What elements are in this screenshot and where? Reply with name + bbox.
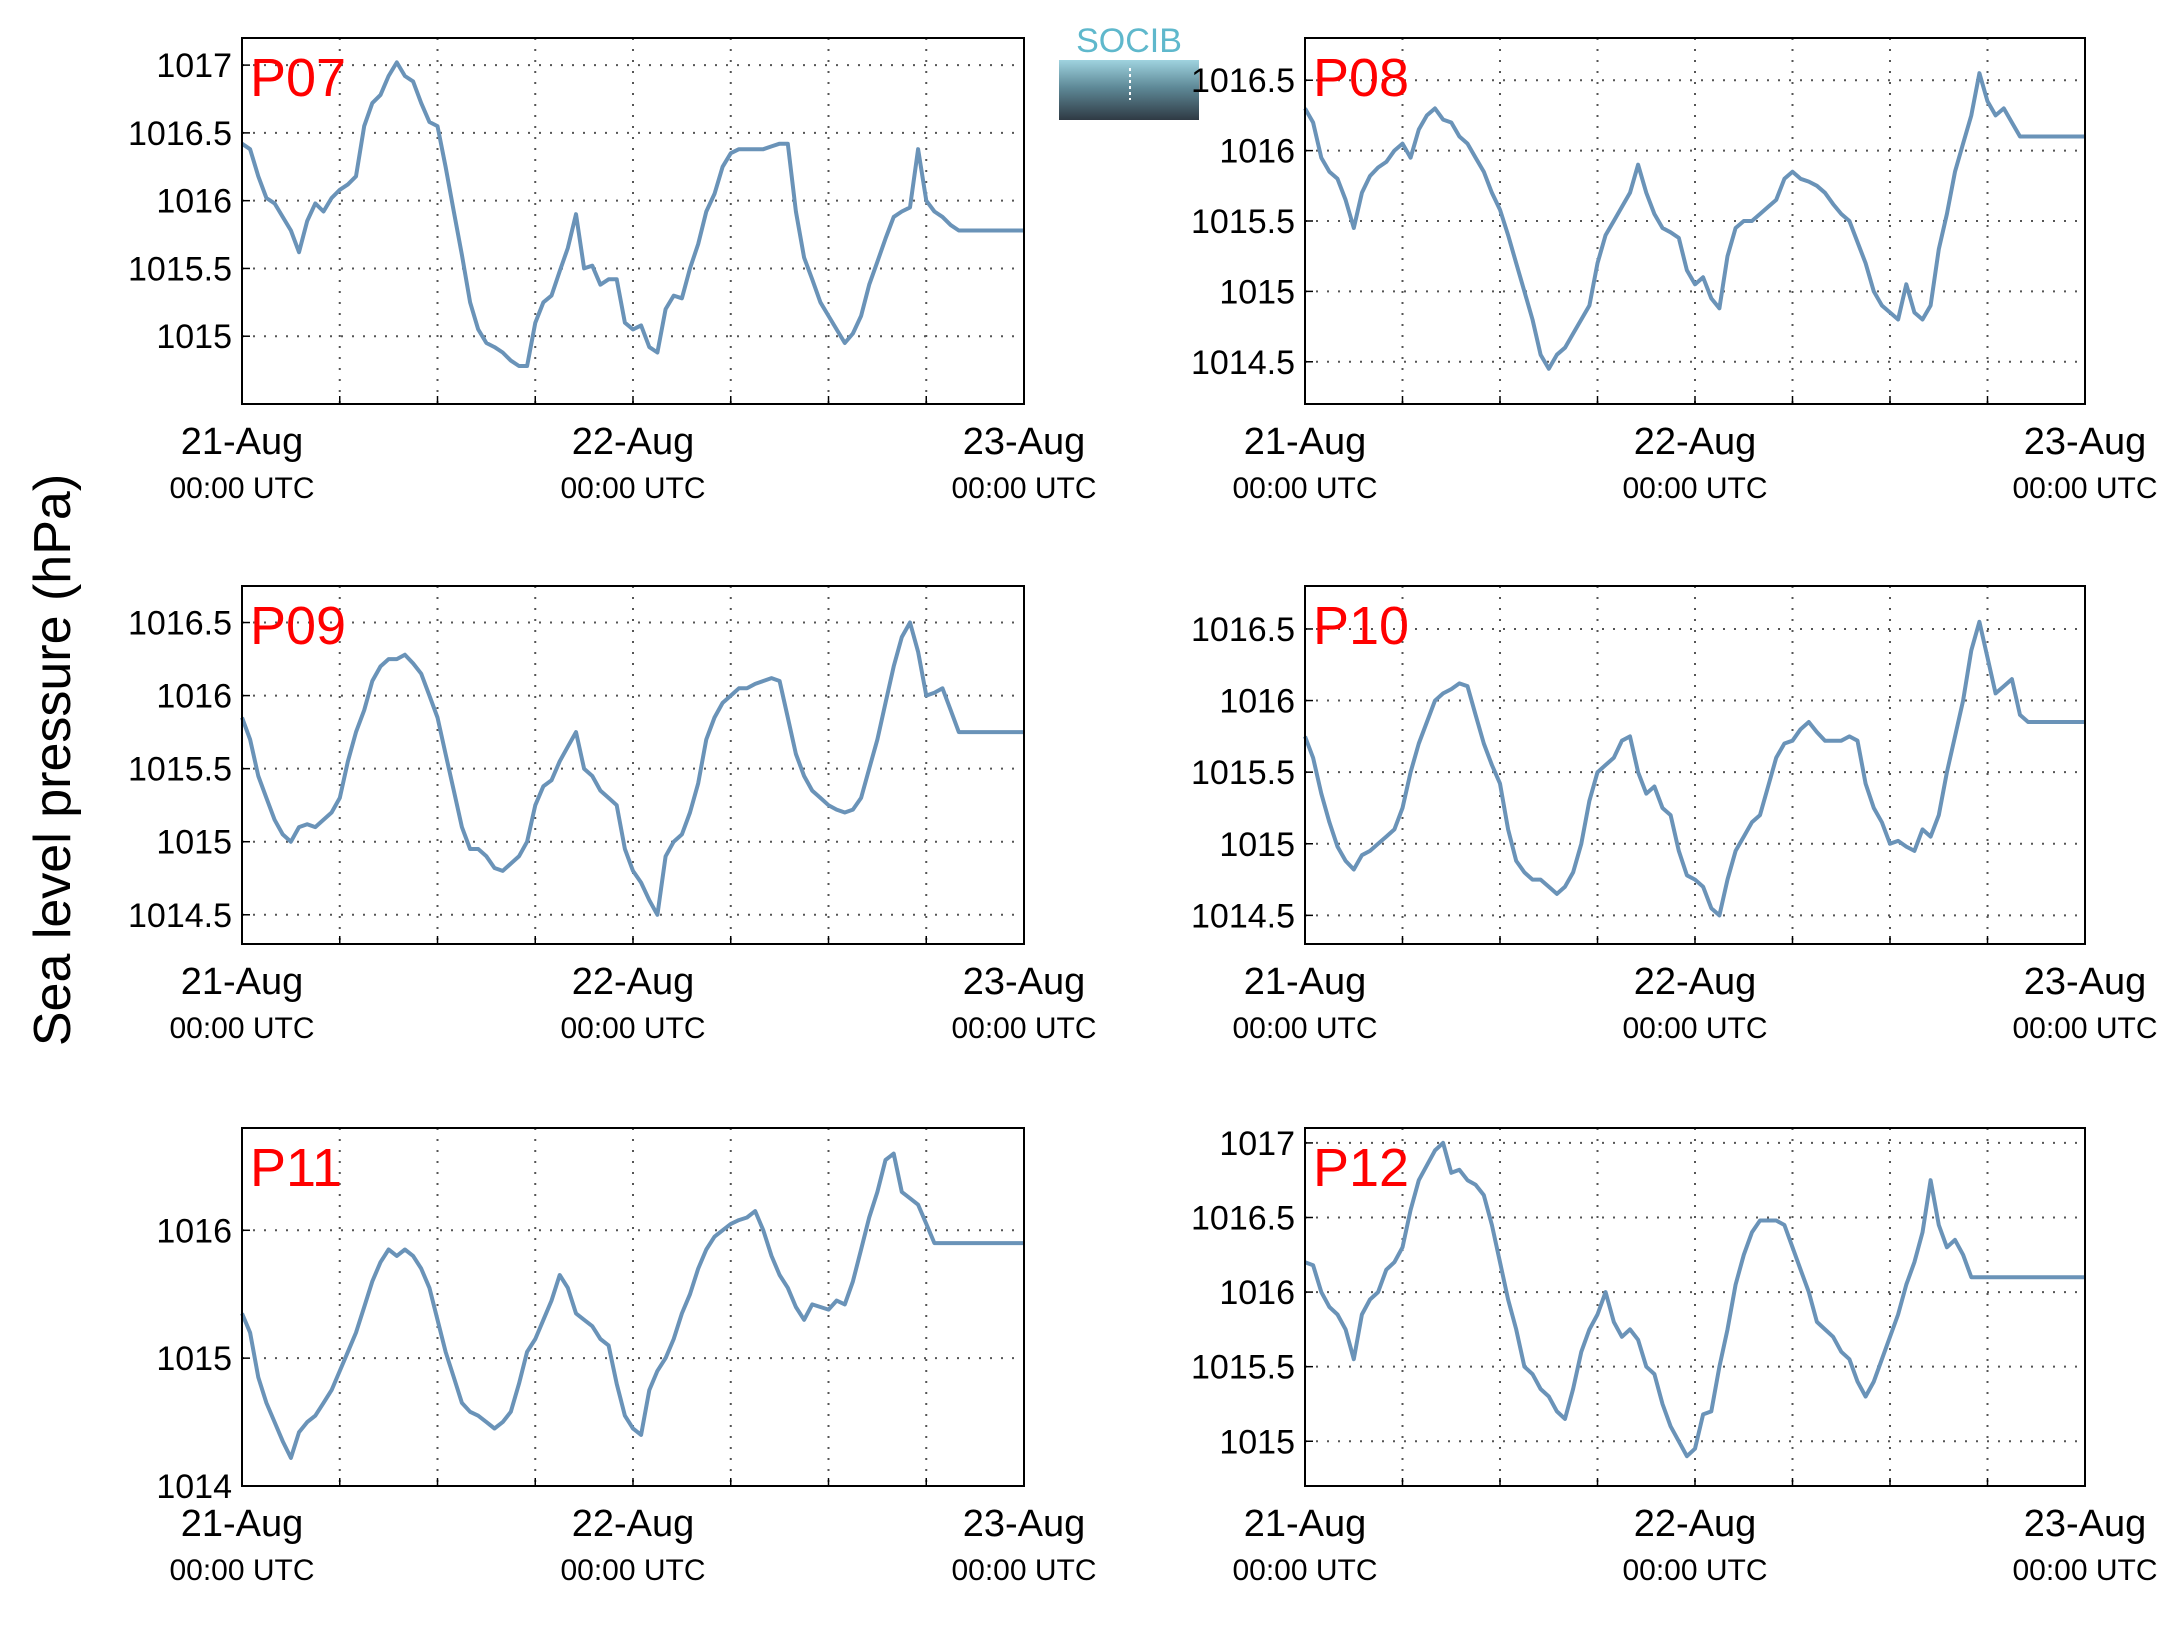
- x-tick-date-label: 21-Aug: [181, 961, 304, 1003]
- x-tick-time-label: 00:00 UTC: [169, 472, 314, 505]
- y-tick-label: 1016: [1219, 133, 1295, 171]
- x-tick-date-label: 21-Aug: [181, 1503, 304, 1545]
- y-tick-label: 1016: [156, 1212, 232, 1250]
- x-tick-date-label: 23-Aug: [2024, 1503, 2147, 1545]
- y-tick-label: 1015: [1219, 1423, 1295, 1461]
- x-tick-time-label: 00:00 UTC: [1622, 1554, 1767, 1587]
- grid-lines: [242, 586, 1024, 944]
- x-tick-date-label: 22-Aug: [1634, 1503, 1757, 1545]
- x-tick-date-label: 21-Aug: [181, 421, 304, 463]
- x-tick-time-label: 00:00 UTC: [951, 1554, 1096, 1587]
- x-tick-time-label: 00:00 UTC: [951, 472, 1096, 505]
- x-tick-date-label: 21-Aug: [1244, 421, 1367, 463]
- x-tick-time-label: 00:00 UTC: [560, 1554, 705, 1587]
- series-line: [240, 1151, 1024, 1460]
- socib-logo: SOCIB: [1059, 22, 1199, 120]
- x-tick-date-label: 22-Aug: [572, 421, 695, 463]
- grid-lines: [1305, 586, 2085, 944]
- x-tick-date-label: 21-Aug: [1244, 1503, 1367, 1545]
- y-tick-label: 1015: [1219, 826, 1295, 864]
- panel-p12: 1015 1015.5 1016 1016.5 1017 21-Aug 00:00 UTC 2…: [1191, 1125, 2158, 1587]
- y-tick-label: 1014.5: [1191, 344, 1295, 382]
- x-tick-time-label: 00:00 UTC: [1232, 472, 1377, 505]
- x-tick-time-label: 00:00 UTC: [1232, 1012, 1377, 1045]
- y-tick-label: 1016: [1219, 683, 1295, 721]
- y-tick-label: 1017: [156, 47, 232, 85]
- x-tick-time-label: 00:00 UTC: [169, 1012, 314, 1045]
- y-tick-label: 1015.5: [1191, 203, 1295, 241]
- x-tick-time-label: 00:00 UTC: [1622, 1012, 1767, 1045]
- x-tick-time-label: 00:00 UTC: [560, 1012, 705, 1045]
- station-label-p10: P10: [1313, 596, 1409, 656]
- series-line: [1303, 619, 2085, 918]
- x-tick-date-label: 22-Aug: [572, 1503, 695, 1545]
- panel-p07: 1015 1015.5 1016 1016.5 1017 21-Aug 00:00 UTC 2…: [128, 37, 1097, 505]
- series-line: [1304, 1140, 2085, 1459]
- station-label-p09: P09: [250, 596, 346, 656]
- y-tick-label: 1014: [156, 1468, 232, 1506]
- y-tick-label: 1015: [1219, 273, 1295, 311]
- panel-p08: 1014.5 1015 1015.5 1016 1016.5 21-Aug 00:00 UT…: [1191, 37, 2158, 505]
- x-tick-time-label: 00:00 UTC: [560, 472, 705, 505]
- x-tick-date-label: 23-Aug: [2024, 961, 2147, 1003]
- x-tick-date-label: 23-Aug: [963, 961, 1086, 1003]
- y-tick-label: 1015: [156, 318, 232, 356]
- series-line: [1303, 71, 2085, 371]
- grid-lines: [1305, 1128, 2085, 1486]
- socib-logo-text: SOCIB: [1076, 22, 1182, 60]
- y-tick-label: 1016.5: [1191, 611, 1295, 649]
- y-tick-label: 1016.5: [1191, 1200, 1295, 1238]
- y-tick-label: 1017: [1219, 1125, 1295, 1163]
- y-tick-label: 1016: [156, 678, 232, 716]
- panel-p11: 1014 1015 1016 21-Aug 00:00 UTC 22-Aug 00:00 U…: [156, 1127, 1097, 1587]
- x-tick-time-label: 00:00 UTC: [2012, 1554, 2157, 1587]
- y-tick-label: 1016.5: [128, 115, 232, 153]
- y-tick-label: 1014.5: [128, 897, 232, 935]
- y-tick-label: 1015.5: [128, 751, 232, 789]
- x-tick-time-label: 00:00 UTC: [1622, 472, 1767, 505]
- y-tick-label: 1016: [1219, 1274, 1295, 1312]
- x-tick-date-label: 23-Aug: [2024, 421, 2147, 463]
- y-tick-label: 1015.5: [1191, 754, 1295, 792]
- y-tick-label: 1016.5: [128, 605, 232, 643]
- y-tick-label: 1015.5: [128, 250, 232, 288]
- y-tick-label: 1016: [156, 183, 232, 221]
- plot-frame: [1304, 1127, 2086, 1487]
- x-tick-date-label: 21-Aug: [1244, 961, 1367, 1003]
- station-label-p12: P12: [1313, 1138, 1409, 1198]
- station-label-p08: P08: [1313, 48, 1409, 108]
- y-tick-label: 1015.5: [1191, 1349, 1295, 1387]
- x-tick-time-label: 00:00 UTC: [2012, 472, 2157, 505]
- series-line: [240, 60, 1024, 368]
- series-line: [240, 620, 1024, 917]
- x-tick-time-label: 00:00 UTC: [951, 1012, 1096, 1045]
- x-tick-date-label: 23-Aug: [963, 421, 1086, 463]
- plot-frame: [241, 585, 1025, 945]
- grid-lines: [242, 1128, 1024, 1487]
- x-tick-date-label: 22-Aug: [572, 961, 695, 1003]
- x-tick-date-label: 23-Aug: [963, 1503, 1086, 1545]
- x-tick-time-label: 00:00 UTC: [169, 1554, 314, 1587]
- plot-frame: [1304, 585, 2086, 945]
- panel-p10: 1014.5 1015 1015.5 1016 1016.5 21-Aug 00:00 UT…: [1191, 585, 2158, 1045]
- plot-frame: [1304, 37, 2086, 405]
- grid-lines: [1305, 38, 2085, 404]
- x-tick-date-label: 22-Aug: [1634, 421, 1757, 463]
- station-label-p07: P07: [250, 48, 346, 108]
- y-tick-label: 1015: [156, 824, 232, 862]
- station-label-p11: P11: [250, 1138, 342, 1198]
- plot-frame: [241, 37, 1025, 405]
- y-tick-label: 1014.5: [1191, 897, 1295, 935]
- x-tick-time-label: 00:00 UTC: [1232, 1554, 1377, 1587]
- grid-lines: [242, 38, 1024, 404]
- x-tick-date-label: 22-Aug: [1634, 961, 1757, 1003]
- y-tick-label: 1016.5: [1191, 62, 1295, 100]
- plot-frame: [241, 1127, 1025, 1487]
- y-tick-label: 1015: [156, 1340, 232, 1378]
- panel-p09: 1014.5 1015 1015.5 1016 1016.5 21-Aug 00:00 UT…: [128, 585, 1097, 1045]
- x-tick-time-label: 00:00 UTC: [2012, 1012, 2157, 1045]
